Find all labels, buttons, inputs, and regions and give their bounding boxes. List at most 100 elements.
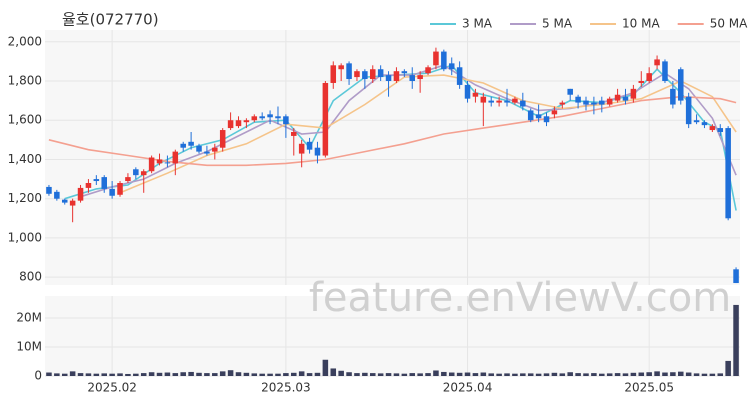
candle-body: [148, 157, 155, 172]
legend-item: 10 MA: [590, 17, 660, 31]
volume-bar: [369, 373, 376, 376]
candle-body: [235, 120, 242, 127]
volume-bar: [259, 373, 265, 376]
candle-body: [204, 151, 210, 154]
candle-body: [488, 100, 494, 103]
volume-bar: [354, 373, 360, 376]
candle-body: [725, 128, 731, 219]
candle-body: [243, 120, 250, 123]
candle-body: [622, 96, 629, 101]
candle-body: [93, 179, 100, 182]
volume-area: [45, 296, 740, 376]
volume-bar: [291, 372, 297, 376]
candle-body: [172, 151, 179, 164]
volume-bar: [330, 368, 337, 376]
volume-bar: [93, 373, 100, 376]
volume-bar: [227, 370, 234, 376]
candle-body: [512, 98, 518, 103]
candle-body: [425, 67, 431, 74]
volume-bar: [472, 373, 479, 376]
candle-body: [212, 147, 218, 152]
volume-bar: [322, 359, 329, 376]
volume-bar: [46, 372, 52, 376]
candle-body: [401, 71, 408, 74]
volume-bar: [401, 373, 408, 376]
volume-bar: [504, 373, 510, 376]
candle-body: [227, 120, 234, 129]
candle-body: [630, 88, 637, 99]
x-tick-label: 2025.02: [87, 381, 137, 395]
volume-bar: [535, 373, 542, 376]
candle-body: [464, 84, 471, 99]
volume-bar: [701, 373, 708, 376]
candle-body: [219, 130, 226, 148]
volume-bar: [298, 371, 305, 376]
volume-bar: [709, 373, 716, 376]
y-tick-label: 1,200: [8, 191, 42, 205]
candle-body: [291, 132, 297, 136]
candle-body: [133, 169, 139, 176]
volume-bar: [575, 373, 581, 376]
volume-bar: [417, 373, 423, 376]
candle-body: [606, 98, 613, 105]
legend-item: 3 MA: [430, 17, 493, 31]
candle-body: [306, 141, 313, 150]
volume-bar: [448, 372, 455, 376]
candle-body: [393, 71, 400, 81]
candle-body: [61, 199, 68, 203]
volume-bar: [662, 372, 668, 376]
volume-bar: [188, 371, 194, 376]
candle-body: [362, 71, 368, 80]
y-tick-label: 1,800: [8, 74, 42, 88]
volume-bar: [267, 373, 273, 376]
volume-bar: [480, 372, 487, 376]
candle-body: [504, 100, 510, 103]
volume-bar: [385, 373, 392, 376]
candle-body: [717, 128, 724, 132]
candle-body: [733, 269, 739, 284]
volume-bar: [646, 372, 652, 376]
candle-body: [298, 143, 305, 154]
y-tick-label: 800: [19, 270, 42, 284]
candle-body: [654, 59, 660, 66]
candle-body: [77, 187, 84, 201]
volume-bar: [172, 373, 179, 376]
candle-body: [638, 81, 645, 83]
candle-body: [527, 110, 534, 121]
candle-body: [109, 188, 115, 196]
x-tick-label: 2025.03: [261, 381, 311, 395]
volume-bar: [180, 372, 186, 376]
volume-bar: [117, 373, 123, 376]
candle-body: [330, 65, 337, 83]
candle-body: [267, 114, 273, 118]
volume-bar: [693, 373, 700, 376]
volume-bar: [630, 372, 637, 376]
watermark: feature.enViewV.com: [309, 275, 731, 321]
candle-body: [693, 120, 700, 123]
candle-body: [678, 69, 684, 101]
volume-bar: [456, 372, 463, 376]
candle-body: [85, 183, 92, 188]
candle-body: [520, 100, 526, 107]
y-tick-label: 0: [34, 369, 42, 383]
volume-bar: [599, 373, 605, 376]
candle-body: [480, 96, 487, 103]
candle-body: [259, 116, 265, 119]
volume-bar: [69, 371, 76, 376]
candle-body: [551, 110, 558, 115]
candle-body: [575, 96, 581, 103]
volume-bar: [85, 373, 92, 376]
volume-bar: [251, 373, 258, 376]
candle-body: [69, 200, 76, 206]
candle-body: [559, 102, 566, 105]
candle-body: [322, 82, 329, 156]
candle-body: [701, 122, 708, 126]
candle-body: [472, 92, 479, 97]
chart-title: 율호(072770): [62, 11, 159, 29]
legend-label: 10 MA: [622, 17, 660, 31]
volume-bar: [275, 373, 281, 376]
candle-body: [275, 116, 281, 119]
candle-body: [409, 75, 416, 81]
volume-bar: [496, 373, 502, 376]
